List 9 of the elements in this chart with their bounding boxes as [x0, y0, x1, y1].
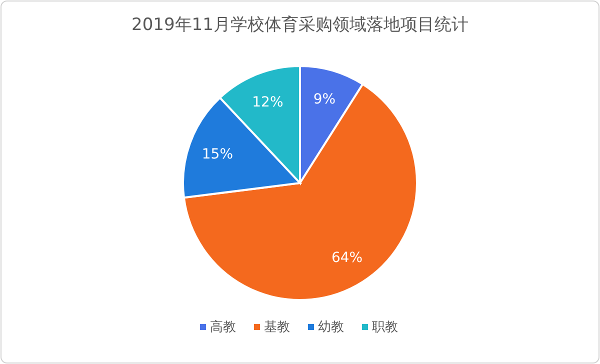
data-label: 9% — [313, 92, 336, 108]
data-label: 64% — [331, 250, 363, 266]
legend-label: 职教 — [372, 320, 398, 335]
data-label: 12% — [252, 94, 284, 110]
data-label: 15% — [202, 146, 233, 162]
legend-label: 基教 — [264, 320, 290, 335]
legend-label: 高教 — [210, 319, 236, 335]
legend-label: 幼教 — [318, 320, 344, 335]
chart-title: 2019年11月学校体育采购领域落地项目统计 — [132, 15, 468, 35]
